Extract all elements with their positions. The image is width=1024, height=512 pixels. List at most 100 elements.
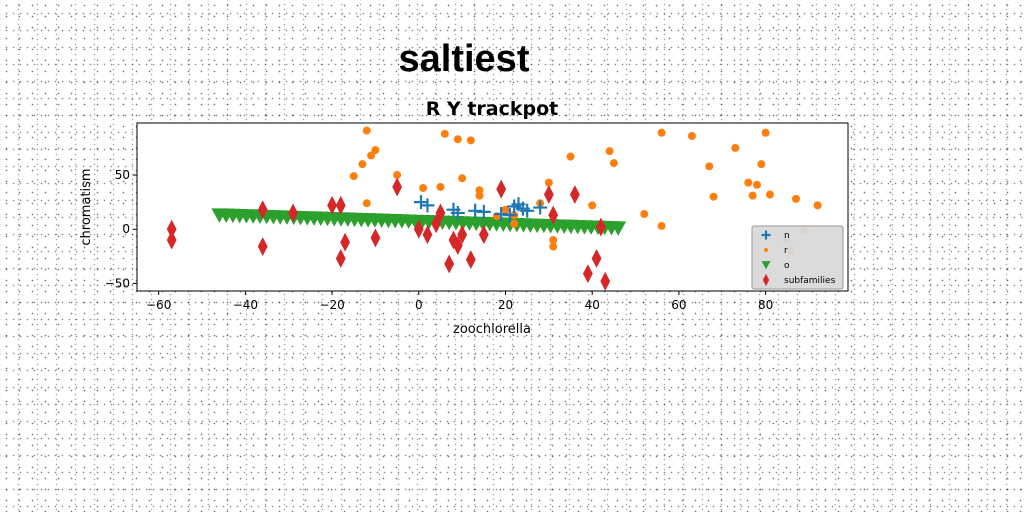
super-title: saltiest	[399, 38, 530, 80]
legend-marker-n	[761, 230, 771, 240]
point-r	[544, 178, 553, 187]
point-subfamilies	[166, 230, 177, 250]
x-axis-label: zoochlorella	[453, 322, 531, 337]
series-n	[413, 195, 548, 223]
data-marks	[166, 126, 822, 291]
point-subfamilies	[595, 217, 606, 237]
point-subfamilies	[431, 214, 442, 234]
point-subfamilies	[335, 249, 346, 268]
point-r	[709, 192, 718, 201]
point-r	[731, 143, 740, 152]
point-r	[744, 178, 753, 187]
point-subfamilies	[327, 195, 337, 215]
point-r	[349, 172, 358, 181]
point-subfamilies	[591, 249, 602, 268]
point-r	[419, 184, 428, 193]
point-n	[413, 195, 428, 210]
point-n	[533, 200, 548, 215]
point-o	[610, 221, 627, 236]
point-subfamilies	[478, 225, 489, 245]
point-subfamilies	[548, 205, 559, 225]
point-r	[609, 159, 618, 168]
x-tick-label: 40	[585, 298, 600, 312]
legend-marker-o	[761, 261, 771, 270]
point-r	[566, 152, 575, 161]
point-subfamilies	[422, 225, 433, 245]
point-subfamilies	[413, 219, 424, 239]
point-r	[453, 135, 462, 144]
point-r	[813, 201, 822, 210]
point-r	[605, 147, 614, 156]
point-subfamilies	[496, 179, 507, 199]
x-tick-label: −40	[233, 298, 258, 312]
x-tick-label: 0	[415, 298, 423, 312]
point-r	[358, 160, 367, 169]
y-tick-label: −50	[105, 276, 130, 290]
point-r	[687, 132, 696, 141]
point-r	[640, 210, 649, 219]
x-tick-label: 60	[671, 298, 686, 312]
point-r	[657, 128, 666, 137]
point-r	[748, 191, 757, 200]
point-n	[520, 203, 535, 218]
point-r	[752, 180, 761, 189]
point-subfamilies	[340, 232, 350, 252]
point-subfamilies	[392, 177, 403, 197]
point-subfamilies	[582, 264, 593, 284]
plot-title: R Y trackpot	[426, 98, 559, 120]
point-r	[440, 129, 449, 138]
point-subfamilies	[543, 185, 554, 204]
point-subfamilies	[257, 237, 268, 257]
legend-label-r: r	[784, 246, 788, 256]
point-r	[466, 136, 475, 145]
y-axis-label: chromatism	[79, 168, 94, 245]
plot-area	[136, 122, 849, 292]
point-r	[761, 128, 770, 137]
x-tick-label: 20	[498, 298, 513, 312]
point-subfamilies	[370, 228, 381, 248]
point-subfamilies	[166, 219, 177, 239]
point-r	[705, 162, 714, 171]
y-tick-label: 0	[122, 222, 130, 236]
x-tick-label: −60	[146, 298, 171, 312]
legend: nro subfamilies	[751, 225, 844, 290]
legend-marker-r	[764, 248, 768, 252]
legend-label-o: o	[784, 261, 790, 271]
point-r	[765, 190, 774, 199]
x-tick-label: −20	[319, 298, 344, 312]
point-r	[458, 174, 467, 183]
point-subfamilies	[600, 271, 611, 291]
point-r	[757, 160, 766, 169]
legend-label-n: n	[784, 231, 790, 241]
point-subfamilies	[457, 225, 468, 245]
point-r	[510, 219, 519, 228]
point-r	[501, 205, 510, 214]
point-r	[371, 146, 380, 155]
point-r	[791, 194, 800, 203]
point-r	[362, 199, 371, 208]
point-subfamilies	[465, 250, 476, 270]
point-r	[362, 126, 371, 135]
point-subfamilies	[335, 195, 346, 215]
point-r	[549, 242, 558, 251]
point-r	[367, 151, 376, 160]
point-subfamilies	[435, 203, 446, 223]
x-tick-label: 80	[758, 298, 773, 312]
y-tick-label: 50	[115, 168, 130, 182]
point-r	[588, 201, 597, 210]
point-n	[476, 204, 491, 219]
legend-box	[751, 225, 844, 290]
point-subfamilies	[452, 236, 463, 255]
point-subfamilies	[444, 254, 455, 274]
point-subfamilies	[288, 203, 298, 223]
point-r	[475, 186, 484, 195]
point-n	[450, 205, 465, 220]
legend-marker-subfamilies	[762, 273, 770, 287]
point-r	[657, 221, 666, 230]
series-r	[349, 126, 822, 255]
series-subfamilies	[166, 177, 611, 291]
point-subfamilies	[569, 185, 580, 204]
point-subfamilies	[257, 200, 268, 220]
point-n	[420, 198, 435, 213]
